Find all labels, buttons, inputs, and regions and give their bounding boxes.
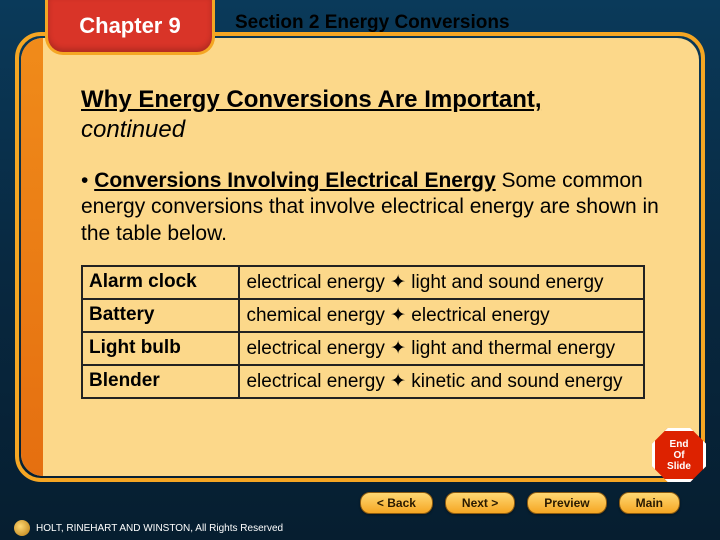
chapter-tab: Chapter 9 bbox=[45, 0, 215, 55]
end-line2: Of bbox=[673, 450, 684, 461]
end-of-slide-sign: End Of Slide bbox=[652, 428, 712, 488]
section-title: Section 2 Energy Conversions bbox=[235, 12, 510, 34]
preview-button[interactable]: Preview bbox=[527, 492, 606, 514]
next-button[interactable]: Next > bbox=[445, 492, 515, 514]
stop-icon: End Of Slide bbox=[652, 428, 706, 482]
publisher-logo-icon bbox=[14, 520, 30, 536]
nav-bar: < Back Next > Preview Main bbox=[0, 492, 720, 514]
slide-frame bbox=[15, 32, 705, 482]
end-line1: End bbox=[670, 439, 689, 450]
back-button[interactable]: < Back bbox=[360, 492, 433, 514]
main-button[interactable]: Main bbox=[619, 492, 680, 514]
end-line3: Slide bbox=[667, 461, 691, 472]
chapter-label: Chapter 9 bbox=[79, 13, 180, 39]
copyright: HOLT, RINEHART AND WINSTON, All Rights R… bbox=[14, 520, 283, 536]
copyright-text: HOLT, RINEHART AND WINSTON, All Rights R… bbox=[36, 523, 283, 534]
